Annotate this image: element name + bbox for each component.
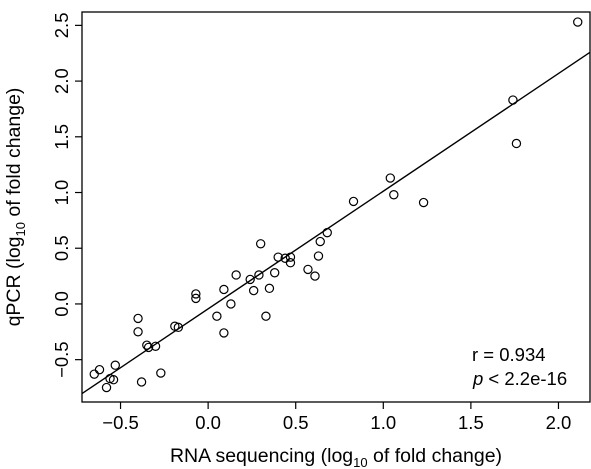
y-axis-label-prefix: qPCR (log [3,236,25,326]
data-point [191,293,201,304]
data-point [101,382,112,393]
data-point [143,342,154,353]
y-axis-label: qPCR (log10 of fold change) [3,88,28,327]
data-point [133,313,143,324]
plot-area [81,11,591,403]
data-point [191,289,201,299]
data-point [133,327,143,337]
data-point [212,311,222,321]
data-point [173,322,184,333]
plot-frame [81,11,591,403]
data-point [219,328,229,338]
data-point [573,17,583,27]
data-point [322,227,332,238]
y-tick-label: 1.0 [51,180,72,206]
x-axis-label-prefix: RNA sequencing (log [170,445,353,467]
data-point [264,283,275,294]
p-value-annotation: p < 2.2e-16 [472,368,567,389]
data-point [156,368,166,378]
y-axis-label-suffix: of fold change) [3,88,25,222]
data-point [511,138,522,149]
x-tick-label: 0.0 [195,412,221,433]
data-point [348,196,359,207]
y-tick-label: 0.0 [51,291,72,317]
data-point [248,285,259,296]
x-tick-label: 1.5 [458,412,484,433]
data-point [385,173,396,183]
data-point [136,377,147,387]
data-point [108,375,119,385]
data-point [89,369,99,379]
data-point [219,284,229,295]
y-tick-label: 2.0 [51,68,72,94]
data-point [255,239,266,249]
x-tick-label: 0.5 [283,412,309,433]
regression-line [81,51,591,395]
data-point [389,190,399,200]
p-value-text: < 2.2e-16 [483,368,567,389]
data-point [226,299,236,309]
y-tick-label: 1.5 [51,124,72,150]
y-tick-label: 2.5 [51,13,72,39]
data-point [254,270,264,280]
data-point [285,258,296,268]
data-point [313,251,324,261]
data-points [89,17,583,393]
x-tick-label: 1.0 [370,412,396,433]
data-point [315,236,325,247]
data-point [303,264,313,275]
x-tick-label: −0.5 [102,412,139,433]
data-point [110,360,120,370]
y-axis: −0.5 0.0 0.5 1.0 1.5 2.0 2.5 [51,13,82,378]
y-axis-label-subscript: 10 [13,222,28,236]
x-tick-label: 2.0 [546,412,572,433]
data-point [269,268,280,278]
y-tick-label: 0.5 [51,235,72,261]
p-value-symbol: p [472,368,483,389]
correlation-annotation: r = 0.934 [472,344,546,365]
y-tick-label: −0.5 [51,341,72,378]
data-point [261,311,271,321]
data-point [231,270,241,280]
x-axis-label: RNA sequencing (log10 of fold change) [170,445,502,469]
data-point [310,271,320,281]
x-axis: −0.5 0.0 0.5 1.0 1.5 2.0 [102,402,571,433]
x-axis-label-subscript: 10 [353,455,367,469]
x-axis-label-suffix: of fold change) [368,445,502,467]
data-point [94,364,105,375]
data-point [418,197,429,208]
data-point [245,274,255,285]
